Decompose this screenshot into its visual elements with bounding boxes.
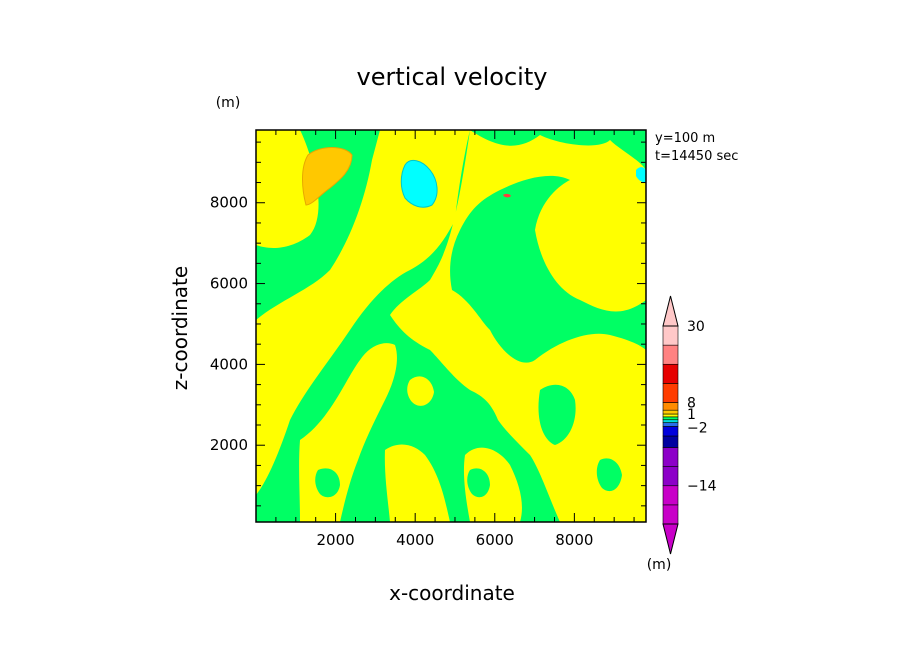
plot-axes (255, 129, 647, 523)
y-tick-label: 2000 (210, 436, 248, 454)
x-tick-label: 4000 (396, 531, 434, 549)
colorbar-tick-label: 8 (687, 396, 696, 412)
tiny-red-patch (503, 193, 511, 198)
x-tick-label: 6000 (476, 531, 514, 549)
colorbar-bin (662, 402, 679, 411)
colorbar-tick-label: −14 (687, 479, 717, 495)
colorbar-bin (662, 435, 679, 448)
small-downdraft-patch (636, 167, 646, 183)
colorbar-bin (662, 363, 679, 384)
colorbar-bin (662, 344, 679, 365)
y-tick-labels: 2000 4000 6000 8000 (210, 194, 248, 454)
strong-updraft-patch (302, 147, 353, 206)
x-tick-labels: 2000 4000 6000 8000 (316, 531, 593, 549)
x-axis-label: x-coordinate (389, 581, 515, 605)
colorbar-max-triangle (662, 295, 679, 327)
plot-frame (255, 129, 647, 523)
colorbar-tick-label: 30 (687, 319, 705, 335)
colorbar-bin (662, 409, 679, 415)
colorbar-bin (662, 447, 679, 467)
downdraft-patch (400, 159, 438, 208)
colorbar-bin (662, 413, 679, 418)
colorbar: 30 81−2 −14 (662, 295, 717, 555)
colorbar-bin (662, 504, 679, 525)
colorbar-bin (662, 383, 679, 403)
colorbar-bin (662, 325, 679, 346)
y-tick-label: 4000 (210, 355, 248, 373)
y-tick-label: 6000 (210, 275, 248, 293)
colorbar-bin (662, 466, 679, 487)
colorbar-bin (662, 426, 679, 437)
y-unit-label: (m) (216, 95, 241, 111)
y-axis-label: z-coordinate (168, 266, 192, 390)
chart-title: vertical velocity (357, 63, 548, 91)
colorbar-tick-label: 1 (687, 407, 696, 423)
colorbar-bin (662, 416, 679, 421)
colorbar-min-triangle (662, 523, 679, 555)
colorbar-bin (662, 419, 679, 423)
annotation-y: y=100 m (655, 131, 715, 146)
velocity-field (256, 130, 646, 522)
colorbar-unit-label: (m) (647, 557, 672, 573)
x-tick-label: 8000 (555, 531, 593, 549)
x-tick-label: 2000 (316, 531, 354, 549)
colorbar-tick-label: −2 (687, 421, 708, 437)
green-patches (315, 384, 622, 498)
annotation-t: t=14450 sec (655, 149, 738, 164)
y-tick-label: 8000 (210, 194, 248, 212)
colorbar-bin (662, 422, 679, 427)
colorbar-bin (662, 485, 679, 506)
